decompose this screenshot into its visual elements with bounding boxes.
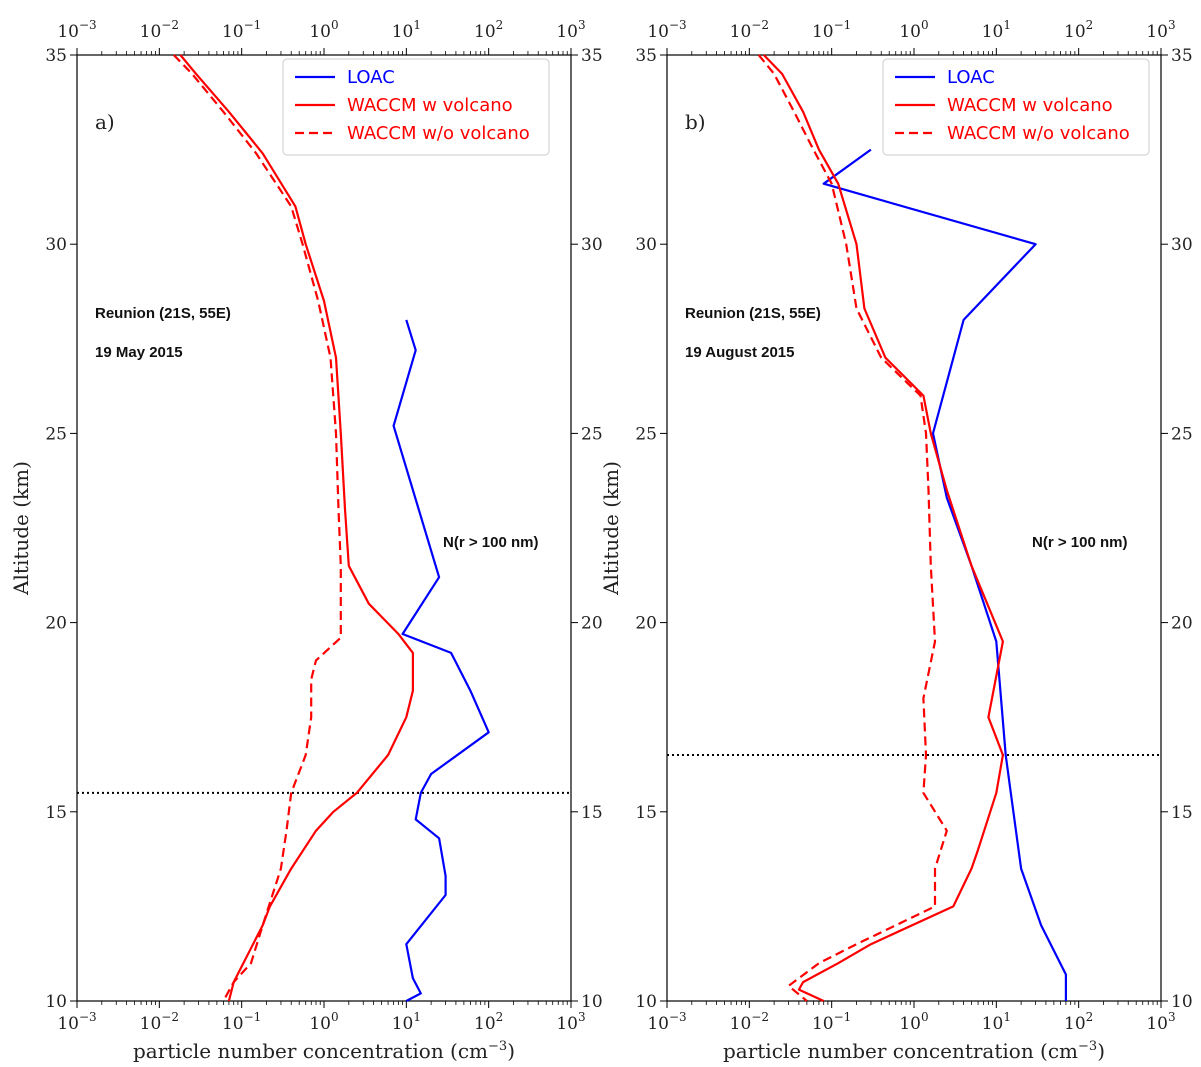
chart-panel-b: 10−3 10−3 10−2 10−2 10−1 10−1 100 100 101 101 102 1…: [599, 18, 1193, 1063]
x-tick-label-top: 101: [392, 18, 421, 42]
y-tick-label-right: 35: [1171, 46, 1193, 66]
x-tick-label-bottom: 103: [556, 1010, 585, 1034]
y-tick-label-right: 35: [581, 46, 603, 66]
y-tick-label-left: 15: [635, 803, 657, 823]
x-tick-label-bottom: 101: [982, 1010, 1011, 1034]
y-tick-label-right: 20: [581, 614, 603, 634]
size-threshold-annotation: N(r > 100 nm): [443, 534, 538, 551]
x-tick-label-bottom: 101: [392, 1010, 421, 1034]
y-tick-label-left: 30: [635, 235, 657, 255]
y-tick-label-left: 25: [45, 424, 67, 444]
y-tick-label-right: 30: [1171, 235, 1193, 255]
y-tick-label-left: 30: [45, 235, 67, 255]
legend-label: LOAC: [947, 67, 995, 88]
series-line-waccm-w-volcano: [179, 54, 414, 1002]
x-tick-label-bottom: 10−2: [730, 1010, 769, 1034]
y-axis-label: Altitude (km): [599, 461, 623, 596]
x-axis-label: particle number concentration (cm−3): [133, 1039, 515, 1063]
x-tick-label-bottom: 100: [899, 1010, 928, 1034]
x-tick-label-bottom: 100: [309, 1010, 338, 1034]
x-tick-label-bottom: 102: [1064, 1010, 1093, 1034]
y-tick-label-right: 30: [581, 235, 603, 255]
y-tick-label-right: 15: [581, 803, 603, 823]
series-line-waccm-wo-volcano: [173, 54, 342, 1002]
legend-label: WACCM w/o volcano: [347, 123, 530, 144]
legend-label: WACCM w/o volcano: [947, 123, 1130, 144]
panel-label: b): [685, 110, 706, 134]
plot-frame: [666, 54, 1162, 1002]
x-tick-label-top: 10−2: [140, 18, 179, 42]
y-tick-label-right: 25: [1171, 424, 1193, 444]
plot-frame: [76, 54, 572, 1002]
x-tick-label-bottom: 10−1: [812, 1010, 851, 1034]
x-tick-label-bottom: 10−1: [222, 1010, 261, 1034]
size-threshold-annotation: N(r > 100 nm): [1032, 534, 1127, 551]
y-tick-label-left: 10: [45, 992, 67, 1012]
date-annotation: 19 August 2015: [685, 344, 795, 361]
legend: LOAC WACCM w volcano WACCM w/o volcano: [282, 58, 550, 156]
legend-label: LOAC: [347, 67, 395, 88]
panel-label: a): [95, 110, 115, 134]
x-tick-label-bottom: 10−3: [647, 1010, 686, 1034]
x-axis-label: particle number concentration (cm−3): [723, 1039, 1105, 1063]
series-line-waccm-w-volcano: [763, 54, 1004, 1002]
legend-box: [282, 58, 550, 156]
y-tick-label-right: 20: [1171, 614, 1193, 634]
y-tick-label-right: 10: [1171, 992, 1193, 1012]
x-tick-label-bottom: 103: [1146, 1010, 1175, 1034]
y-tick-label-right: 15: [1171, 803, 1193, 823]
legend-label: WACCM w volcano: [947, 95, 1113, 116]
x-tick-label-bottom: 102: [474, 1010, 503, 1034]
station-annotation: Reunion (21S, 55E): [95, 305, 231, 322]
legend-label: WACCM w volcano: [347, 95, 513, 116]
station-annotation: Reunion (21S, 55E): [685, 305, 821, 322]
date-annotation: 19 May 2015: [95, 344, 183, 361]
x-tick-label-top: 102: [1064, 18, 1093, 42]
y-tick-label-left: 25: [635, 424, 657, 444]
y-tick-label-right: 25: [581, 424, 603, 444]
series-line-loac: [392, 319, 490, 1002]
y-tick-label-left: 35: [45, 46, 67, 66]
y-tick-label-left: 20: [45, 614, 67, 634]
y-tick-label-left: 10: [635, 992, 657, 1012]
x-tick-label-top: 103: [556, 18, 585, 42]
y-tick-label-left: 15: [45, 803, 67, 823]
y-tick-label-left: 35: [635, 46, 657, 66]
chart-panel-a: 10−3 10−3 10−2 10−2 10−1 10−1 100 100 101 101 102 1…: [9, 18, 603, 1063]
x-tick-label-top: 103: [1146, 18, 1175, 42]
series-line-loac: [822, 148, 1067, 1001]
x-tick-label-top: 101: [982, 18, 1011, 42]
x-tick-label-top: 102: [474, 18, 503, 42]
legend: LOAC WACCM w volcano WACCM w/o volcano: [882, 58, 1150, 156]
y-tick-label-left: 20: [635, 614, 657, 634]
series-line-waccm-wo-volcano: [757, 54, 948, 1002]
x-tick-label-top: 100: [899, 18, 928, 42]
x-tick-label-top: 10−2: [730, 18, 769, 42]
x-tick-label-top: 10−3: [647, 18, 686, 42]
y-tick-label-right: 10: [581, 992, 603, 1012]
y-axis-label: Altitude (km): [9, 461, 33, 596]
x-tick-label-top: 10−1: [812, 18, 851, 42]
x-tick-label-top: 10−1: [222, 18, 261, 42]
x-tick-label-bottom: 10−3: [57, 1010, 96, 1034]
x-tick-label-top: 100: [309, 18, 338, 42]
x-tick-label-top: 10−3: [57, 18, 96, 42]
x-tick-label-bottom: 10−2: [140, 1010, 179, 1034]
legend-box: [882, 58, 1150, 156]
